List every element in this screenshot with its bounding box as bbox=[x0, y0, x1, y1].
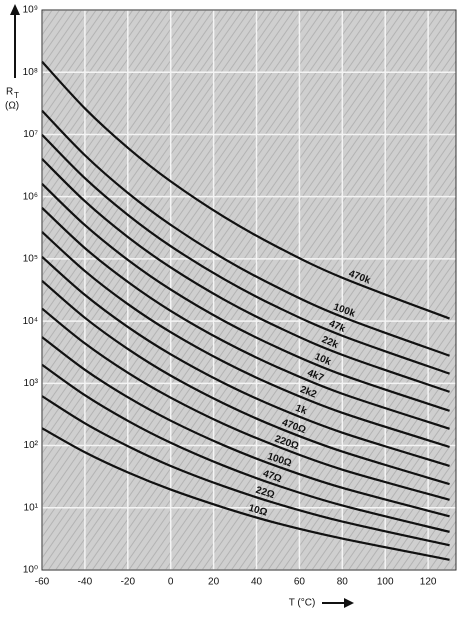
x-tick-label: -60 bbox=[35, 577, 50, 588]
y-arrow-head bbox=[10, 4, 20, 15]
x-arrow-head bbox=[344, 598, 354, 608]
legend-label: 1k bbox=[294, 403, 309, 417]
plot-background bbox=[42, 10, 456, 570]
curve bbox=[41, 395, 450, 547]
y-tick-label: 10² bbox=[24, 440, 39, 451]
x-tick-label: -20 bbox=[121, 577, 136, 588]
curve bbox=[41, 255, 450, 468]
y-label-sub: T bbox=[14, 91, 19, 100]
y-tick-label: 10⁹ bbox=[23, 5, 38, 16]
curve bbox=[41, 363, 450, 533]
curve bbox=[41, 307, 450, 501]
x-tick-label: 80 bbox=[337, 577, 349, 588]
curve bbox=[41, 206, 450, 430]
y-tick-label: 10⁴ bbox=[23, 316, 38, 327]
curve bbox=[41, 109, 450, 357]
x-tick-label: 60 bbox=[294, 577, 306, 588]
x-label: T (°C) bbox=[289, 598, 316, 609]
y-label-unit: (Ω) bbox=[5, 101, 19, 112]
y-tick-label: 10¹ bbox=[24, 502, 39, 513]
curve bbox=[41, 158, 450, 393]
x-tick-label: 100 bbox=[377, 577, 394, 588]
x-tick-label: -40 bbox=[78, 577, 93, 588]
curve bbox=[41, 427, 450, 561]
curve bbox=[41, 279, 450, 486]
y-tick-label: 10⁵ bbox=[23, 254, 38, 265]
curve bbox=[41, 60, 450, 320]
curve bbox=[41, 133, 450, 375]
y-tick-label: 10⁰ bbox=[23, 565, 38, 576]
legend-label: 10Ω bbox=[247, 503, 268, 519]
x-tick-label: 120 bbox=[420, 577, 437, 588]
x-tick-label: 0 bbox=[168, 577, 174, 588]
curve bbox=[41, 336, 450, 518]
y-tick-label: 10⁶ bbox=[23, 191, 38, 202]
y-tick-label: 10³ bbox=[24, 378, 39, 389]
y-tick-label: 10⁸ bbox=[23, 67, 38, 78]
y-tick-label: 10⁷ bbox=[23, 129, 38, 140]
x-tick-label: 20 bbox=[208, 577, 220, 588]
curve bbox=[41, 183, 450, 412]
x-tick-label: 40 bbox=[251, 577, 263, 588]
curve bbox=[41, 231, 450, 448]
plot-frame bbox=[41, 9, 457, 571]
y-label: R bbox=[6, 87, 13, 98]
